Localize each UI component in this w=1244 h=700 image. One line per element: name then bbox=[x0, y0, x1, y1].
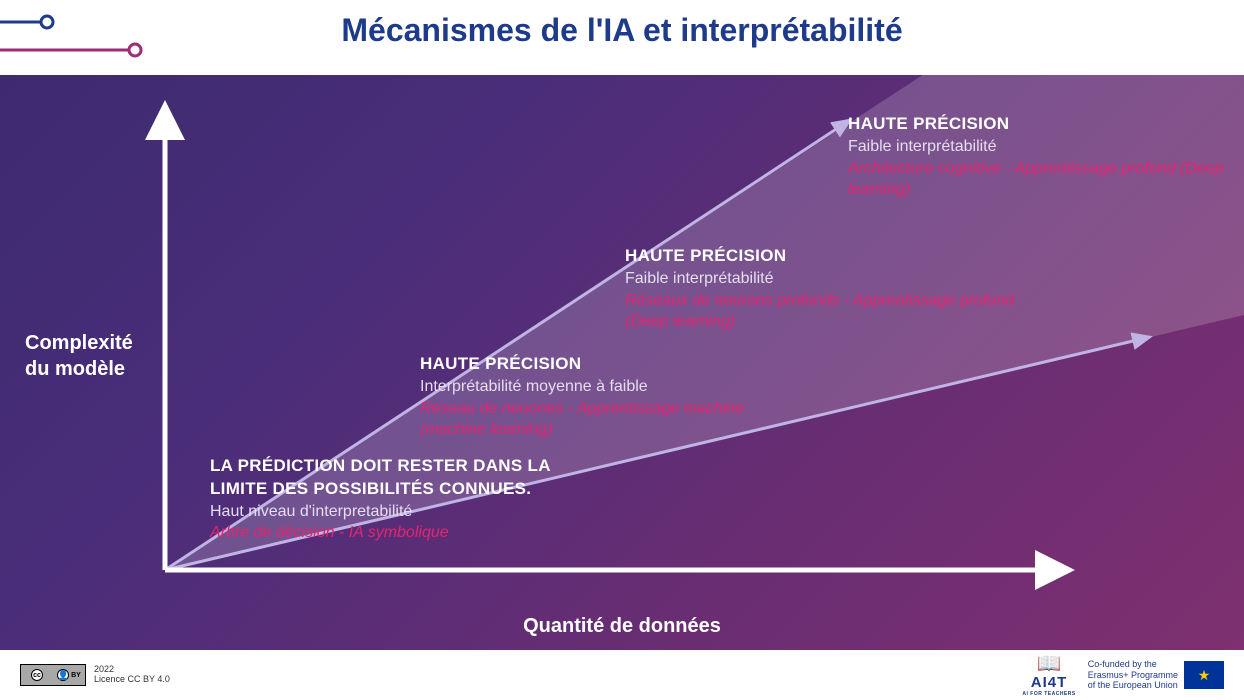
eu-cofund-block: Co-funded by the Erasmus+ Programme of t… bbox=[1088, 659, 1224, 690]
block-4: HAUTE PRÉCISION Faible interprétabilité … bbox=[848, 113, 1228, 201]
eu-flag-icon: ★ bbox=[1184, 661, 1224, 689]
block-3: HAUTE PRÉCISION Faible interprétabilité … bbox=[625, 245, 1025, 333]
x-axis-label: Quantité de données bbox=[0, 615, 1244, 638]
footer-licence-text: Licence CC BY 4.0 bbox=[94, 675, 170, 685]
block-4-sub: Faible interprétabilité bbox=[848, 136, 1228, 158]
chart-area: Complexité du modèle Quantité de données… bbox=[0, 75, 1244, 650]
block-3-sub: Faible interprétabilité bbox=[625, 268, 1025, 290]
block-1-heading: LA PRÉDICTION DOIT RESTER DANS LA LIMITE… bbox=[210, 455, 610, 501]
block-4-heading: HAUTE PRÉCISION bbox=[848, 113, 1228, 136]
footer: cc 👤BY 2022 Licence CC BY 4.0 📖 AI4T AI … bbox=[0, 650, 1244, 700]
eu-cofund-text: Co-funded by the Erasmus+ Programme of t… bbox=[1088, 659, 1178, 690]
ai4t-logo: 📖 AI4T AI FOR TEACHERS bbox=[1022, 654, 1075, 697]
block-2-heading: HAUTE PRÉCISION bbox=[420, 353, 770, 376]
block-2-example: Réseau de neuones - Apprentissage machin… bbox=[420, 398, 770, 441]
book-icon: 📖 bbox=[1037, 654, 1062, 674]
footer-licence: 2022 Licence CC BY 4.0 bbox=[94, 665, 170, 685]
footer-left: cc 👤BY 2022 Licence CC BY 4.0 bbox=[20, 664, 170, 686]
header-decoration-icon bbox=[0, 10, 160, 65]
y-axis-label: Complexité du modèle bbox=[25, 330, 133, 382]
block-1-example: Arbre de décision - IA symbolique bbox=[210, 522, 610, 544]
block-2: HAUTE PRÉCISION Interprétabilité moyenne… bbox=[420, 353, 770, 441]
page-title: Mécanismes de l'IA et interprétabilité bbox=[0, 0, 1244, 49]
ai4t-tagline: AI FOR TEACHERS bbox=[1022, 691, 1075, 697]
header: Mécanismes de l'IA et interprétabilité bbox=[0, 0, 1244, 75]
y-axis-text: Complexité du modèle bbox=[25, 332, 133, 380]
cc-by-badge: cc 👤BY bbox=[20, 664, 86, 686]
block-3-example: Réseaux de neurons profonds - Apprentiss… bbox=[625, 290, 1025, 333]
footer-right: 📖 AI4T AI FOR TEACHERS Co-funded by the … bbox=[1022, 654, 1224, 697]
block-3-heading: HAUTE PRÉCISION bbox=[625, 245, 1025, 268]
block-1-sub: Haut niveau d'interpretabilité bbox=[210, 501, 610, 523]
block-4-example: Architecture cognitive - Apprentissage p… bbox=[848, 158, 1228, 201]
block-2-sub: Interprétabilité moyenne à faible bbox=[420, 376, 770, 398]
block-1: LA PRÉDICTION DOIT RESTER DANS LA LIMITE… bbox=[210, 455, 610, 544]
ai4t-label: AI4T bbox=[1031, 674, 1068, 691]
